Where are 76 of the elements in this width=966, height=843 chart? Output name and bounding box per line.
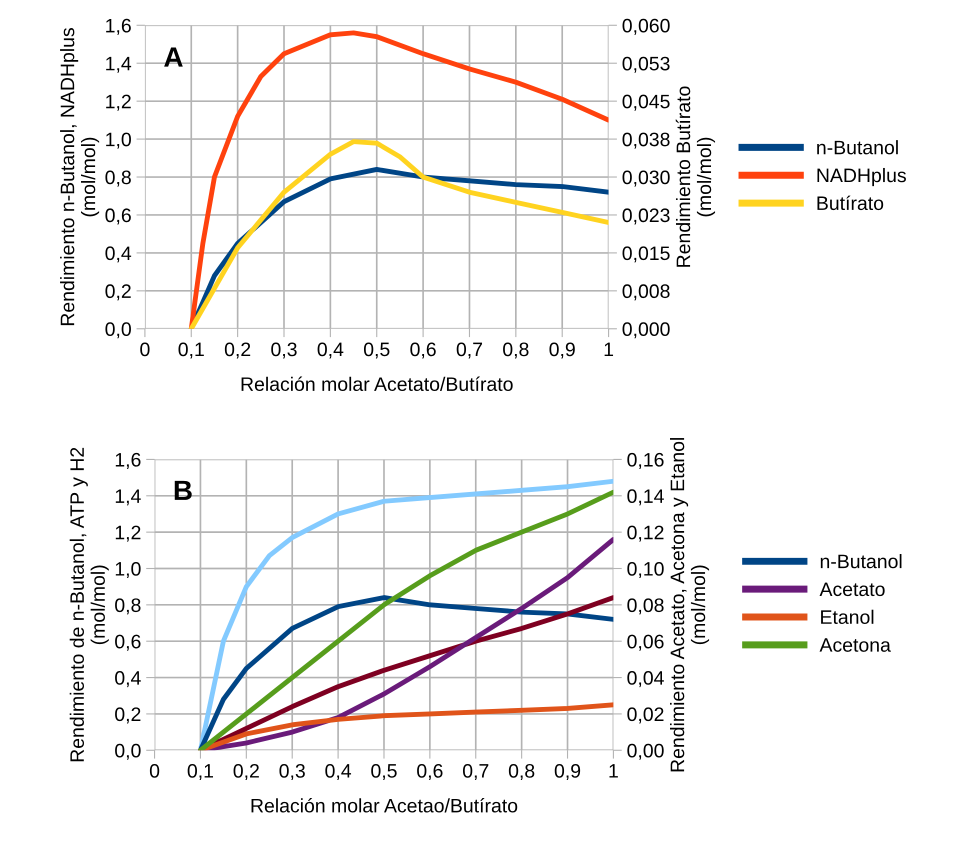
y2-tick-label: 0,000 — [622, 322, 670, 338]
legend-label: Butírato — [817, 196, 884, 210]
y-tick-label: 0,6 — [115, 634, 141, 651]
x-tick-label: 0,8 — [503, 342, 529, 359]
line-series — [188, 30, 609, 329]
x-tick-label: 0,3 — [271, 342, 297, 359]
y-tick-label: 0,8 — [115, 598, 141, 614]
y2-tick-label: 0,02 — [627, 707, 664, 724]
y2-tick-label: 0,06 — [627, 634, 664, 651]
y-tick-label: 0,0 — [105, 322, 131, 338]
y2-tick-label: 0,04 — [627, 671, 664, 688]
y-tick-label: 0,8 — [105, 170, 131, 187]
line-series — [198, 595, 614, 750]
legend-label: Acetona — [820, 638, 891, 652]
y-tick-label: 0,2 — [105, 284, 131, 300]
x-tick-label: 1 — [609, 764, 618, 778]
x-tick-label: 0,5 — [371, 764, 397, 780]
y2-tick-label: 0,00 — [627, 744, 664, 760]
legend-label: n-Butanol — [820, 554, 902, 568]
x-tick-label: 0,8 — [508, 764, 534, 780]
annotation: A — [164, 48, 183, 67]
y2-tick-label: 0,045 — [622, 94, 670, 111]
y-tick-label: 1,2 — [116, 526, 140, 542]
legend-label: Acetato — [820, 582, 885, 596]
x-axis-title: Relación molar Acetato/Butírato — [242, 376, 513, 392]
x-tick-label: 0,7 — [463, 764, 488, 780]
x-tick-label: 1 — [604, 342, 614, 356]
x-tick-label: 0,7 — [456, 342, 482, 359]
x-tick-label: 0,6 — [410, 342, 436, 359]
legend-label: NADHplus — [817, 168, 906, 186]
y-tick-label: 0,4 — [115, 671, 141, 688]
y-axis-title: Rendimiento de n-Butanol, ATP y H2 (mol/mol) — [70, 448, 109, 762]
y2-tick-label: 0,008 — [622, 284, 670, 300]
y2-axis-title: Rendimiento Butírato (mol/mol) — [676, 86, 716, 267]
y2-tick-label: 0,12 — [627, 526, 664, 542]
x-tick-label: 0,9 — [549, 342, 575, 359]
x-tick-label: 0,4 — [325, 764, 352, 780]
x-tick-label: 0,2 — [234, 764, 259, 780]
y2-tick-label: 0,14 — [627, 489, 664, 506]
x-tick-label: 0,1 — [178, 342, 204, 359]
x-tick-label: 0,4 — [318, 342, 344, 359]
y2-tick-label: 0,053 — [622, 56, 670, 73]
y-tick-label: 1,6 — [106, 18, 131, 35]
y-tick-label: 0,6 — [105, 208, 131, 224]
y2-tick-label: 0,030 — [622, 170, 670, 187]
y-tick-label: 1,4 — [106, 56, 132, 73]
x-tick-label: 0,6 — [417, 764, 443, 780]
x-tick-label: 0 — [150, 764, 160, 778]
y-tick-label: 1,4 — [116, 489, 141, 506]
y2-tick-label: 0,023 — [622, 208, 670, 224]
legend-label: n-Butanol — [817, 140, 898, 154]
y-tick-label: 1,6 — [116, 452, 141, 469]
x-tick-label: 0,9 — [554, 764, 580, 780]
x-axis-title: Relación molar Acetao/Butírato — [252, 798, 518, 813]
y-tick-label: 0,4 — [105, 246, 132, 262]
x-tick-label: 0 — [140, 342, 150, 356]
x-tick-label: 0,5 — [364, 342, 390, 359]
y2-axis-title: Rendimiento Acetato, Acetona y Etanol (mol/mol) — [670, 438, 710, 772]
y2-tick-label: 0,08 — [627, 598, 664, 614]
line-series — [198, 702, 614, 750]
y2-tick-label: 0,038 — [622, 132, 670, 149]
y-tick-label: 0,0 — [115, 744, 141, 760]
annotation: B — [174, 480, 192, 500]
y-tick-label: 0,2 — [115, 707, 140, 724]
x-tick-label: 0,1 — [188, 764, 214, 780]
y2-tick-label: 0,015 — [622, 246, 670, 262]
y-axis-title: Rendimiento n-Butanol, NADHplus (mol/mol) — [60, 28, 100, 326]
y2-tick-label: 0,16 — [627, 452, 664, 469]
y2-tick-label: 0,060 — [622, 18, 670, 35]
y2-tick-label: 0,10 — [627, 562, 664, 578]
x-tick-label: 0,3 — [279, 764, 305, 780]
y-tick-label: 1,2 — [106, 94, 131, 111]
x-tick-label: 0,2 — [224, 342, 250, 359]
y-tick-label: 1,0 — [116, 562, 141, 578]
legend-label: Etanol — [821, 610, 874, 624]
y-tick-label: 1,0 — [106, 132, 131, 149]
